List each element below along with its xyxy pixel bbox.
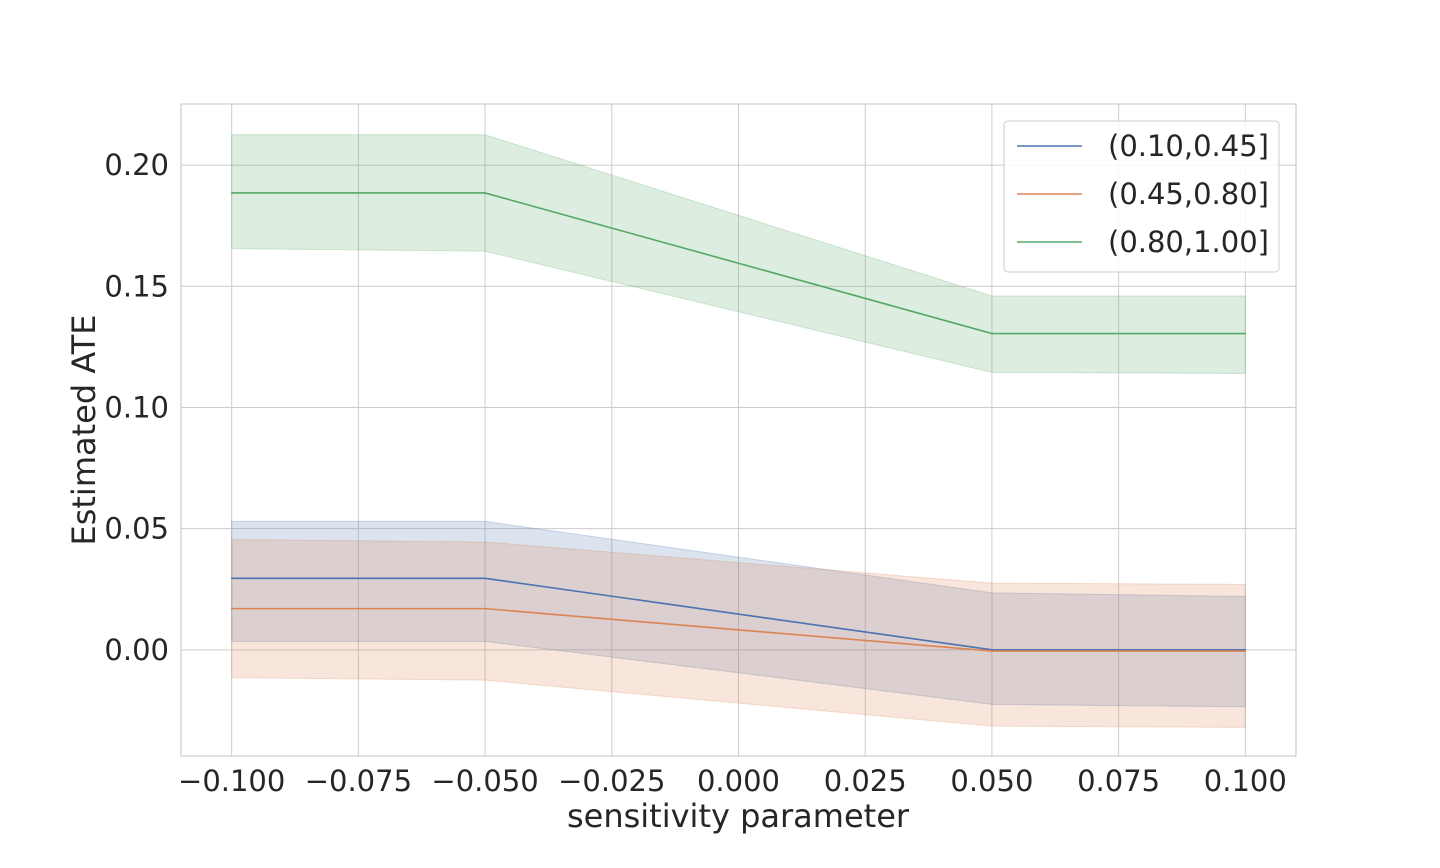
- x-tick-label: −0.050: [431, 764, 538, 798]
- data-point-0-45-0-80: [1244, 650, 1247, 652]
- y-tick-label: 0.10: [104, 390, 169, 424]
- tick-label-layer: −0.100 −0.075 −0.050 −0.025 0.000 0.025 0.050 0…: [104, 148, 1286, 798]
- confidence-band-0-45-0-80: [231, 539, 1246, 728]
- y-tick-label: 0.00: [104, 633, 169, 667]
- x-axis-label: sensitivity parameter: [567, 797, 910, 835]
- y-tick-label: 0.05: [104, 512, 169, 546]
- data-point-0-10-0-45: [1244, 649, 1247, 651]
- x-tick-label: 0.075: [1077, 764, 1160, 798]
- data-point-0-45-0-80: [991, 650, 993, 652]
- legend-label-0-80-1-00: (0.80,1.00]: [1108, 225, 1269, 259]
- legend-box: [1003, 120, 1280, 273]
- x-tick-label: 0.025: [824, 764, 907, 798]
- x-tick-label: −0.025: [558, 764, 665, 798]
- y-tick-label: 0.15: [104, 269, 169, 303]
- data-point-0-45-0-80: [230, 607, 233, 610]
- confidence-band-0-80-1-00: [231, 134, 1246, 375]
- series-line-0-80-1-00: [231, 192, 1246, 335]
- legend: (0.10,0.45] (0.45,0.80] (0.80,1.00]: [1003, 120, 1280, 273]
- x-tick-label: 0.100: [1204, 764, 1287, 798]
- data-point-0-45-0-80: [484, 607, 486, 610]
- series-line-0-45-0-80: [231, 607, 1246, 652]
- legend-label-0-10-0-45: (0.10,0.45]: [1108, 129, 1269, 163]
- x-tick-label: 0.000: [697, 764, 780, 798]
- data-point-0-80-1-00: [484, 192, 486, 194]
- plot-frame: [180, 103, 1297, 757]
- data-point-0-80-1-00: [1244, 332, 1247, 335]
- legend-label-0-45-0-80: (0.45,0.80]: [1108, 177, 1269, 211]
- y-axis-label: Estimated ATE: [65, 315, 103, 546]
- x-tick-label: 0.050: [950, 764, 1033, 798]
- data-point-0-80-1-00: [230, 192, 233, 194]
- x-tick-label: −0.075: [305, 764, 412, 798]
- y-tick-label: 0.20: [104, 148, 169, 182]
- x-tick-label: −0.100: [178, 764, 285, 798]
- data-point-0-80-1-00: [991, 332, 993, 335]
- data-point-0-10-0-45: [484, 577, 486, 580]
- series-line-0-10-0-45: [231, 577, 1246, 651]
- series-line-layer: [230, 192, 1247, 652]
- data-point-0-10-0-45: [230, 577, 233, 580]
